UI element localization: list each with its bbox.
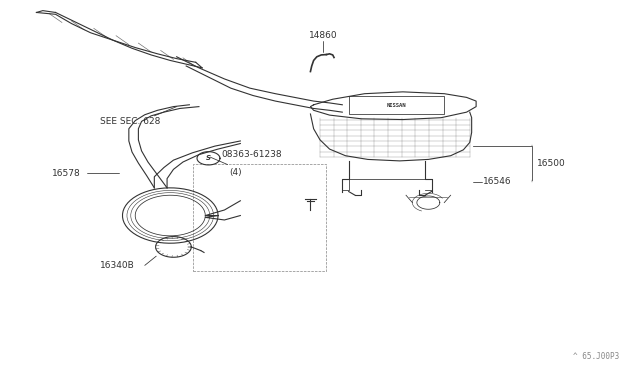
- Text: ^ 65.J00P3: ^ 65.J00P3: [573, 352, 620, 361]
- Text: (4): (4): [229, 168, 241, 177]
- Text: NISSAN: NISSAN: [387, 103, 406, 108]
- Text: SEE SEC. 628: SEE SEC. 628: [100, 117, 161, 126]
- Text: 16578: 16578: [52, 169, 81, 177]
- Text: 08363-61238: 08363-61238: [221, 150, 282, 160]
- Text: 16340B: 16340B: [100, 261, 135, 270]
- Text: 16546: 16546: [483, 177, 511, 186]
- Text: 14860: 14860: [309, 31, 337, 40]
- Text: S: S: [206, 155, 211, 161]
- Text: 16500: 16500: [537, 159, 565, 169]
